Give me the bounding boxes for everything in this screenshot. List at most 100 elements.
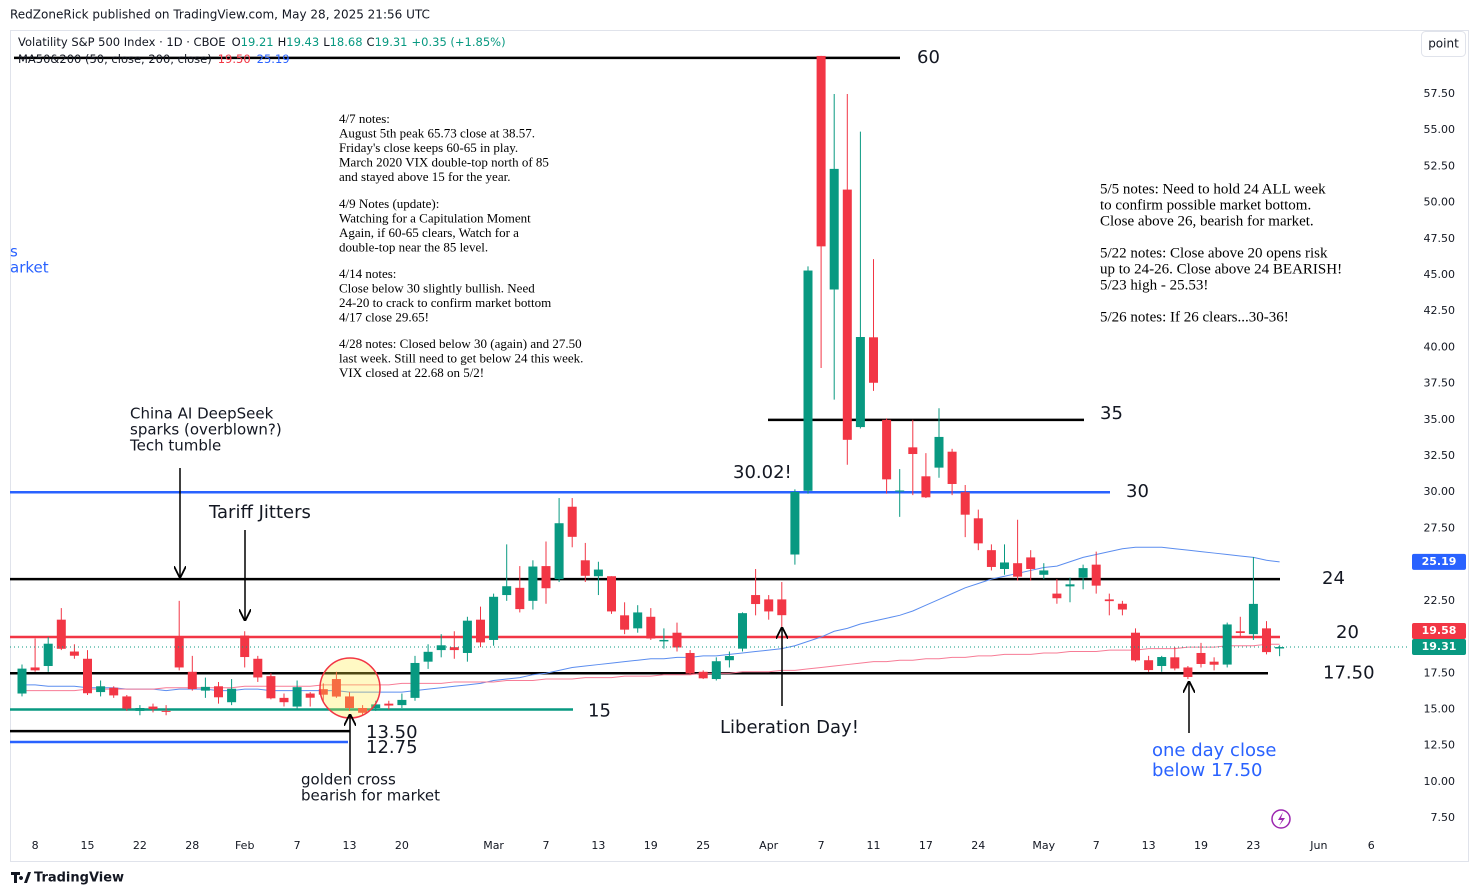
candle-body bbox=[17, 668, 27, 694]
annotation-text: to confirm possible market bottom. bbox=[1100, 197, 1311, 213]
annotation-text: Close below 30 slightly bullish. Need bbox=[339, 280, 535, 295]
candle-body bbox=[738, 613, 747, 649]
annotation-text: Liberation Day! bbox=[720, 717, 859, 738]
candle-body bbox=[698, 671, 708, 679]
candle-body bbox=[292, 687, 302, 707]
ma-legend-value: 25.19 bbox=[257, 52, 290, 66]
level-label: 13.50 bbox=[366, 722, 418, 743]
annotation-text: last week. Still need to get below 24 th… bbox=[339, 350, 583, 365]
candle-body bbox=[83, 658, 92, 694]
candle-body bbox=[567, 506, 577, 537]
candle-body bbox=[1104, 599, 1114, 602]
annotation-text: bearish for market bbox=[301, 787, 440, 805]
y-tick-label: 47.50 bbox=[1424, 232, 1456, 245]
candle-body bbox=[30, 667, 40, 671]
candle-body bbox=[148, 706, 158, 710]
annotation-text: China AI DeepSeek bbox=[130, 405, 274, 423]
candle-body bbox=[358, 708, 368, 713]
candle-body bbox=[1275, 647, 1285, 649]
candle-body bbox=[973, 518, 983, 544]
candle-body bbox=[305, 693, 315, 698]
candle-body bbox=[410, 662, 420, 698]
annotation-text: 30.02! bbox=[733, 462, 792, 483]
candle-body bbox=[1078, 568, 1088, 578]
x-tick-label: 7 bbox=[294, 839, 301, 852]
candle-body bbox=[436, 645, 446, 651]
candle-body bbox=[646, 616, 656, 639]
y-tick-label: 45.00 bbox=[1424, 268, 1456, 281]
x-tick-label: 19 bbox=[1194, 839, 1208, 852]
candle-body bbox=[751, 595, 761, 605]
candle-body bbox=[842, 189, 852, 440]
x-tick-label: 24 bbox=[971, 839, 985, 852]
annotation-text: Friday's close keeps 60-65 in play. bbox=[339, 140, 518, 155]
candle-body bbox=[109, 687, 119, 696]
legend-field-value: 19.31 bbox=[375, 35, 408, 49]
candle-body bbox=[1235, 631, 1245, 633]
candle-body bbox=[135, 708, 145, 711]
annotation-text: 4/7 notes: bbox=[339, 111, 390, 126]
legend-field-label: H bbox=[278, 35, 287, 49]
legend: Volatility S&P 500 Index · 1D · CBOE O19.… bbox=[18, 35, 506, 49]
level-label: 60 bbox=[917, 47, 940, 68]
annotation-text: s bbox=[10, 243, 18, 261]
x-tick-label: Mar bbox=[483, 839, 504, 852]
candle-body bbox=[580, 560, 590, 576]
candle-body bbox=[1052, 593, 1062, 599]
candle-body bbox=[947, 451, 957, 484]
candle-body bbox=[724, 656, 734, 661]
candle-body bbox=[986, 550, 996, 567]
flash-icon[interactable] bbox=[1271, 809, 1291, 829]
y-tick-label: 15.00 bbox=[1424, 702, 1456, 715]
candle-body bbox=[462, 620, 472, 653]
y-tick-label: 42.50 bbox=[1424, 304, 1456, 317]
candle-body bbox=[829, 168, 839, 290]
annotation-text: 24-20 to crack to confirm market bottom bbox=[339, 295, 551, 310]
candle-body bbox=[1183, 667, 1193, 678]
level-label: 30 bbox=[1126, 481, 1149, 502]
ma-legend: MA50&200 (50, close, 200, close) 19.50 25.… bbox=[18, 52, 290, 66]
chart-frame bbox=[10, 30, 1469, 862]
candle-body bbox=[240, 635, 250, 658]
y-tick-label: 12.50 bbox=[1424, 739, 1456, 752]
y-tick-label: 40.00 bbox=[1424, 340, 1456, 353]
price-badge bbox=[1412, 623, 1466, 640]
candle-body bbox=[187, 671, 197, 690]
annotation-text: 5/23 high - 25.53! bbox=[1100, 277, 1208, 293]
candle-body bbox=[449, 647, 459, 651]
candle-body bbox=[1144, 660, 1154, 671]
annotation-text: double-top near the 85 level. bbox=[339, 239, 488, 254]
candle-body bbox=[869, 337, 878, 383]
candle-body bbox=[253, 658, 263, 678]
y-tick-label: 7.50 bbox=[1431, 811, 1456, 824]
point-button[interactable]: point bbox=[1421, 31, 1466, 57]
legend-field-label: C bbox=[367, 35, 375, 49]
ma-legend-name: MA50&200 (50, close, 200, close) bbox=[18, 52, 212, 66]
annotation-text: up to 24-26. Close above 24 BEARISH! bbox=[1100, 261, 1342, 277]
candle-body bbox=[214, 686, 223, 698]
x-tick-label: 13 bbox=[591, 839, 605, 852]
level-label: 20 bbox=[1336, 622, 1359, 643]
point-button-label[interactable]: point bbox=[1428, 37, 1459, 51]
annotation-text: Watching for a Capitulation Moment bbox=[339, 210, 531, 225]
y-tick-label: 22.50 bbox=[1424, 594, 1456, 607]
candle-body bbox=[122, 696, 132, 709]
candle-body bbox=[318, 689, 328, 695]
y-tick-label: 35.00 bbox=[1424, 413, 1456, 426]
candle-body bbox=[1013, 563, 1023, 577]
candle-body bbox=[200, 686, 210, 691]
candle-body bbox=[489, 596, 499, 640]
annotation-text: 4/17 close 29.65! bbox=[339, 309, 429, 324]
x-tick-label: 20 bbox=[395, 839, 409, 852]
candle-body bbox=[96, 686, 106, 693]
candle-body bbox=[672, 632, 682, 648]
x-tick-label: May bbox=[1032, 839, 1055, 852]
price-badge-label: 19.58 bbox=[1422, 624, 1457, 637]
annotation-text: one day close bbox=[1152, 740, 1276, 761]
candle-body bbox=[1117, 603, 1127, 610]
candle-body bbox=[790, 491, 800, 555]
y-tick-label: 27.50 bbox=[1424, 521, 1456, 534]
candle-body bbox=[685, 652, 695, 674]
